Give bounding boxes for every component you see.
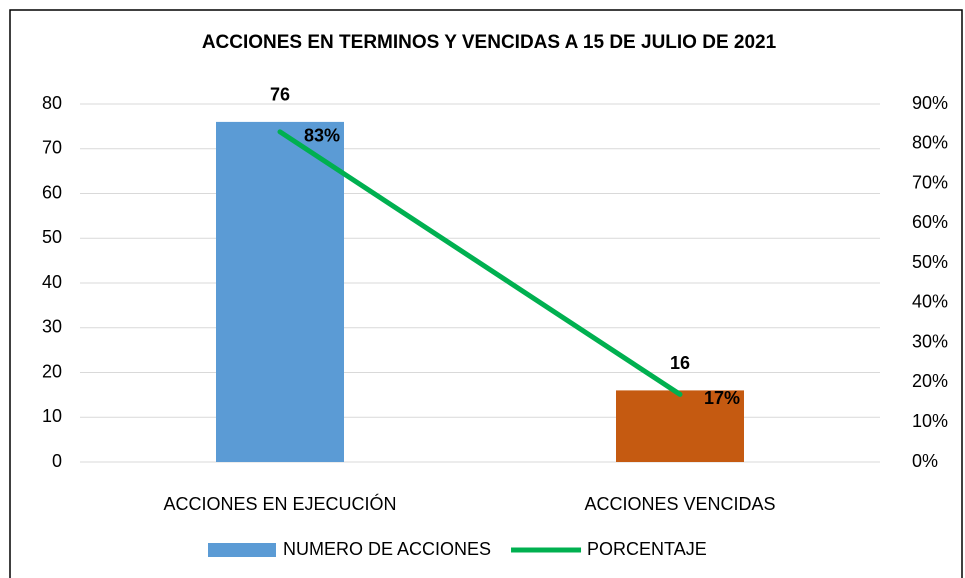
y-tick-label: 50 bbox=[42, 227, 62, 247]
legend-label: PORCENTAJE bbox=[587, 539, 707, 559]
y2-tick-label: 20% bbox=[912, 371, 948, 391]
data-label: 83% bbox=[304, 126, 340, 146]
y2-tick-label: 80% bbox=[912, 133, 948, 153]
legend-label: NUMERO DE ACCIONES bbox=[283, 539, 491, 559]
chart-border bbox=[9, 9, 963, 578]
y2-tick-label: 0% bbox=[912, 451, 938, 471]
bar bbox=[216, 121, 344, 463]
y2-tick-label: 30% bbox=[912, 331, 948, 351]
x-tick-label: ACCIONES EN EJECUCIÓN bbox=[163, 493, 396, 514]
y-tick-label: 20 bbox=[42, 361, 62, 381]
y2-tick-label: 50% bbox=[912, 252, 948, 272]
data-label: 16 bbox=[670, 353, 690, 373]
y-tick-label: 60 bbox=[42, 182, 62, 202]
y-tick-label: 40 bbox=[42, 272, 62, 292]
x-tick-label: ACCIONES VENCIDAS bbox=[584, 494, 775, 514]
y2-tick-label: 70% bbox=[912, 172, 948, 192]
data-label: 17% bbox=[704, 388, 740, 408]
y-tick-label: 0 bbox=[52, 451, 62, 471]
y2-tick-label: 10% bbox=[912, 411, 948, 431]
y2-tick-label: 60% bbox=[912, 212, 948, 232]
line bbox=[277, 129, 683, 397]
y2-tick-label: 90% bbox=[912, 93, 948, 113]
y-tick-label: 70 bbox=[42, 138, 62, 158]
y-tick-label: 10 bbox=[42, 406, 62, 426]
data-label: 76 bbox=[270, 85, 290, 105]
bar bbox=[616, 390, 744, 462]
y-tick-label: 80 bbox=[42, 93, 62, 113]
y-tick-label: 30 bbox=[42, 317, 62, 337]
legend-swatch bbox=[208, 543, 276, 557]
y2-tick-label: 40% bbox=[912, 292, 948, 312]
chart-title: ACCIONES EN TERMINOS Y VENCIDAS A 15 DE … bbox=[202, 32, 777, 53]
